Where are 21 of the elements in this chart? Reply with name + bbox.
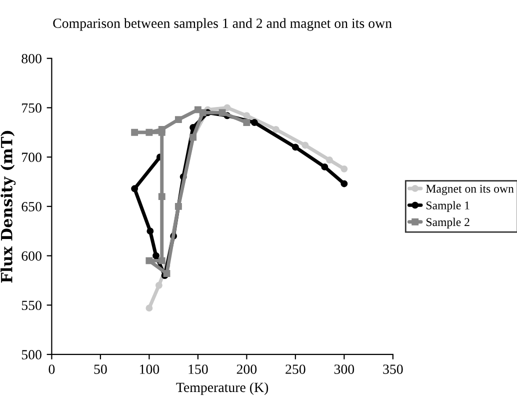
legend-label: Sample 1: [426, 201, 470, 212]
y-tick-label: 550: [22, 300, 42, 310]
y-tick-label: 600: [22, 251, 42, 261]
legend-label: Sample 2: [426, 218, 470, 228]
x-tick-label: 200: [236, 364, 257, 374]
y-tick-label: 800: [22, 54, 42, 64]
x-tick-label: 350: [383, 364, 403, 374]
y-tick-label: 700: [22, 152, 42, 162]
x-axis-title: Temperature (K): [176, 382, 268, 395]
x-tick-label: 100: [140, 364, 160, 374]
chart-title: Comparison between samples 1 and 2 and magnet on its own: [53, 18, 392, 31]
x-tick-label: 50: [94, 364, 107, 374]
x-tick-label: 0: [48, 364, 55, 374]
legend-label: Magnet on its own: [426, 184, 514, 196]
y-axis-title: Flux Density (mT): [0, 130, 16, 283]
x-tick-label: 300: [334, 364, 354, 374]
y-tick-label: 650: [22, 202, 42, 212]
y-tick-label: 500: [22, 350, 42, 360]
x-tick-label: 250: [286, 364, 306, 374]
y-tick-label: 750: [22, 103, 42, 113]
x-tick-label: 150: [188, 364, 208, 374]
